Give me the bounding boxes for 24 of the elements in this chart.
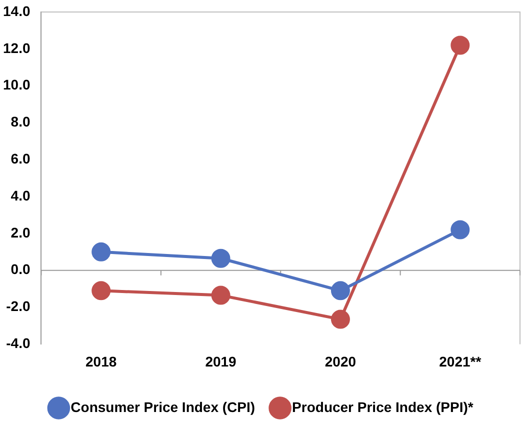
point xyxy=(450,36,470,55)
y-tick-label: 8.0 xyxy=(10,114,30,130)
y-tick-label: 0.0 xyxy=(10,261,30,278)
y-tick-label: -4.0 xyxy=(6,335,30,352)
y-tick-label: 14.0 xyxy=(3,2,30,19)
point xyxy=(211,248,230,268)
legend-label: Consumer Price Index (CPI) xyxy=(70,398,256,415)
point xyxy=(330,281,350,300)
point xyxy=(330,310,350,329)
y-tick-label: 10.0 xyxy=(3,76,30,93)
y-tick-label: 12.0 xyxy=(3,40,30,56)
x-tick-label: 2021** xyxy=(439,353,482,370)
x-tick-label: 2020 xyxy=(324,353,356,370)
point xyxy=(92,242,111,262)
legend-label: Producer Price Index (PPI)* xyxy=(292,398,474,415)
x-tick-label: 2019 xyxy=(205,353,237,370)
y-tick-label: 4.0 xyxy=(10,187,30,204)
point xyxy=(450,220,470,240)
x-tick-label: 2018 xyxy=(86,353,117,370)
point xyxy=(211,286,230,305)
point xyxy=(92,281,111,300)
y-tick-label: 2.0 xyxy=(10,224,30,240)
y-tick-label: 6.0 xyxy=(10,150,30,167)
y-tick-label: -2.0 xyxy=(6,298,30,314)
